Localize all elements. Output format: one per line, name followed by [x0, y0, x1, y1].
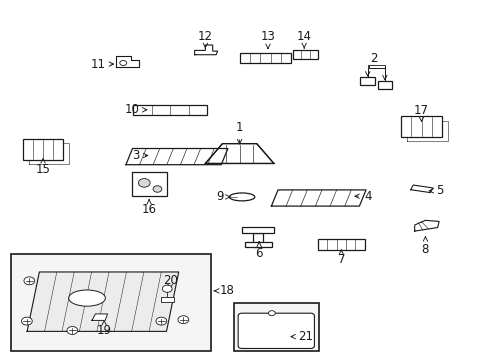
Polygon shape	[271, 190, 365, 206]
Bar	[360, 77, 374, 85]
Circle shape	[67, 327, 78, 334]
Polygon shape	[125, 149, 227, 165]
Polygon shape	[92, 314, 107, 320]
Text: 20: 20	[163, 274, 177, 289]
Text: 18: 18	[214, 284, 234, 297]
Bar	[242, 226, 273, 233]
Polygon shape	[410, 185, 432, 193]
Bar	[161, 297, 173, 302]
Circle shape	[178, 316, 188, 324]
Bar	[317, 239, 364, 250]
Text: 4: 4	[354, 190, 371, 203]
Text: 11: 11	[90, 58, 113, 71]
Text: 2: 2	[369, 52, 377, 65]
Ellipse shape	[68, 290, 105, 306]
Text: 14: 14	[296, 30, 311, 48]
Circle shape	[268, 311, 275, 316]
Text: 13: 13	[260, 30, 275, 49]
Text: 7: 7	[337, 250, 345, 266]
Text: 15: 15	[36, 159, 50, 176]
Bar	[245, 242, 271, 247]
Ellipse shape	[229, 193, 254, 201]
Text: 21: 21	[290, 330, 312, 343]
Bar	[292, 50, 318, 59]
Polygon shape	[205, 144, 273, 163]
Text: 8: 8	[421, 237, 428, 256]
Text: 12: 12	[198, 30, 212, 48]
Bar	[132, 172, 167, 196]
Bar	[11, 254, 211, 351]
Bar	[233, 303, 319, 351]
Text: 3: 3	[132, 149, 147, 162]
Polygon shape	[414, 220, 438, 231]
Text: 10: 10	[124, 103, 146, 116]
Circle shape	[24, 277, 35, 285]
Circle shape	[120, 60, 126, 66]
Text: 5: 5	[428, 184, 443, 197]
Bar	[240, 53, 291, 63]
Bar	[133, 105, 206, 115]
Text: 1: 1	[235, 121, 243, 144]
Bar	[377, 81, 391, 89]
Text: 19: 19	[97, 320, 111, 337]
Bar	[23, 139, 63, 160]
Bar	[400, 116, 441, 137]
Circle shape	[156, 317, 166, 325]
Circle shape	[21, 317, 32, 325]
Circle shape	[162, 285, 172, 292]
FancyBboxPatch shape	[238, 313, 314, 348]
Bar	[253, 233, 263, 247]
Text: 9: 9	[216, 190, 229, 203]
Text: 17: 17	[413, 104, 428, 121]
Circle shape	[153, 186, 162, 192]
Text: 6: 6	[255, 242, 263, 260]
Polygon shape	[194, 45, 217, 55]
Text: 16: 16	[142, 200, 156, 216]
Polygon shape	[27, 272, 179, 331]
Circle shape	[138, 179, 150, 187]
Polygon shape	[116, 56, 139, 67]
